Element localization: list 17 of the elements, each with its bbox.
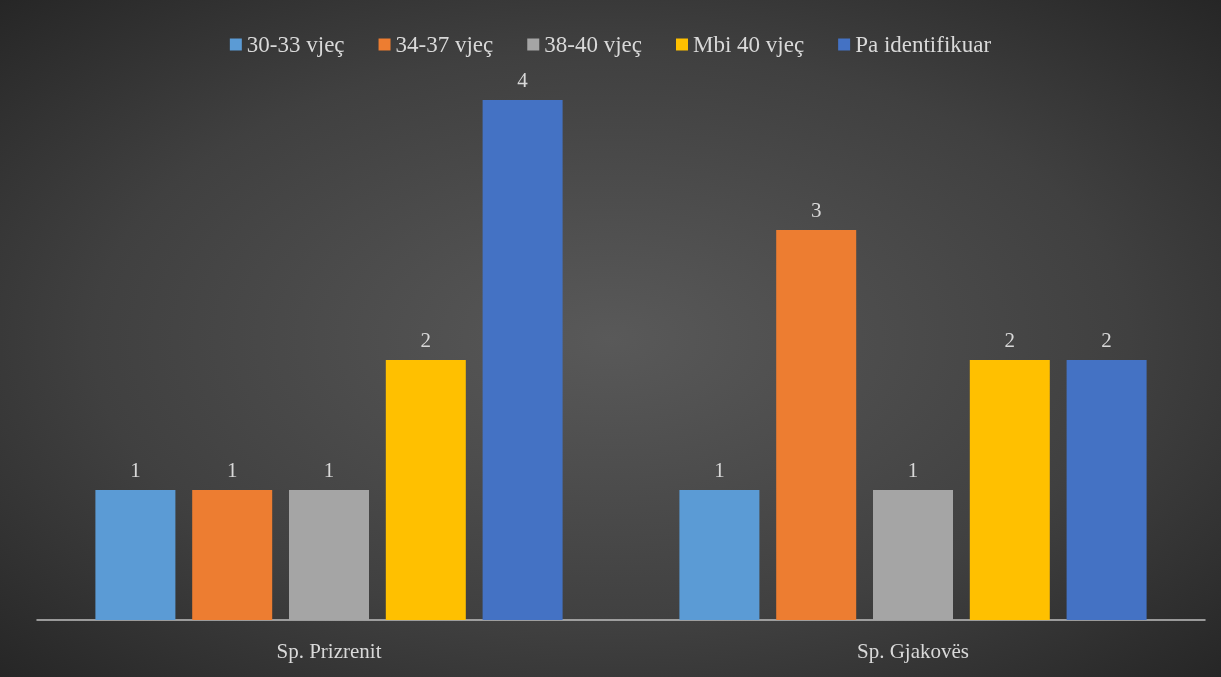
data-label: 1 <box>226 457 238 482</box>
data-label: 2 <box>1004 327 1016 352</box>
data-label: 2 <box>420 327 432 352</box>
data-label: 2 <box>1101 327 1112 352</box>
x-tick-label: Sp. Prizrenit <box>276 638 382 663</box>
legend-label: 30-33 vjeç <box>246 32 345 57</box>
data-label: 4 <box>517 67 529 92</box>
x-tick-label: Sp. Gjakovës <box>857 638 969 663</box>
legend-label: 38-40 vjeç <box>544 32 642 57</box>
legend-label: Pa identifikuar <box>855 32 992 57</box>
data-label: 1 <box>323 457 335 482</box>
legend-label: Mbi 40 vjeç <box>692 32 805 57</box>
data-label: 3 <box>810 197 822 222</box>
data-label: 1 <box>714 457 725 482</box>
legend-label: 34-37 vjeç <box>395 32 494 57</box>
data-label: 1 <box>907 457 919 482</box>
data-label: 1 <box>130 457 141 482</box>
